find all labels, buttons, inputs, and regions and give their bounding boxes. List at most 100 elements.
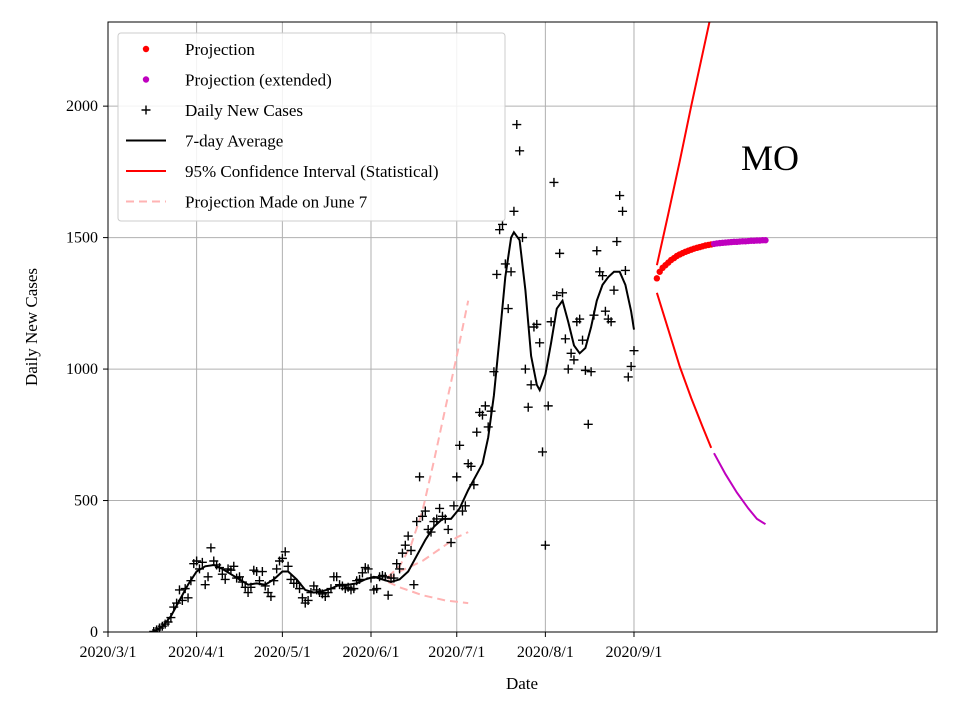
- daily-case-point: [403, 531, 413, 541]
- daily-case-point: [220, 574, 230, 584]
- daily-case-point: [303, 595, 313, 605]
- seven-day-average-line: [153, 230, 635, 632]
- daily-case-point: [395, 564, 405, 574]
- daily-case-point: [586, 367, 596, 377]
- daily-case-point: [503, 304, 513, 314]
- daily-case-point: [283, 561, 293, 571]
- daily-case-point: [477, 410, 487, 420]
- daily-case-point: [432, 514, 442, 524]
- daily-case-point: [237, 577, 247, 587]
- axis-ticks: 2020/3/1 2020/4/1 2020/5/1 2020/6/1 2020/7/1…: [66, 98, 662, 661]
- daily-case-point: [243, 588, 253, 598]
- daily-case-point: [435, 503, 445, 513]
- daily-case-point: [366, 573, 376, 583]
- y-tick-label: 0: [90, 624, 98, 641]
- june7-projection-line: [387, 300, 470, 578]
- daily-case-point: [509, 206, 519, 216]
- daily-case-point: [372, 584, 382, 594]
- daily-case-point: [489, 367, 499, 377]
- daily-case-point: [600, 306, 610, 316]
- y-tick-label: 1500: [66, 230, 98, 247]
- daily-case-point: [592, 246, 602, 256]
- daily-case-point: [606, 317, 616, 327]
- daily-case-point: [295, 584, 305, 594]
- daily-case-point: [575, 314, 585, 324]
- x-tick-label: 2020/7/1: [428, 644, 485, 661]
- plot-area: [149, 22, 769, 632]
- legend-label: Daily New Cases: [185, 101, 303, 120]
- legend-frame: [117, 32, 506, 222]
- daily-case-point: [446, 538, 456, 548]
- x-tick-label: 2020/5/1: [254, 644, 311, 661]
- legend-marker: [141, 105, 151, 115]
- daily-case-point: [194, 564, 204, 574]
- daily-case-point: [500, 259, 510, 269]
- daily-case-point: [234, 572, 244, 582]
- daily-case-point: [535, 338, 545, 348]
- daily-case-point: [269, 576, 279, 586]
- daily-case-point: [598, 271, 608, 281]
- projection-point: [653, 275, 661, 282]
- daily-case-point: [483, 422, 493, 432]
- daily-case-point: [495, 225, 505, 235]
- daily-case-point: [449, 501, 459, 511]
- daily-case-point: [623, 372, 633, 382]
- x-axis-label: Date: [506, 674, 538, 693]
- daily-case-point: [466, 461, 476, 471]
- daily-case-point: [392, 559, 402, 569]
- x-tick-label: 2020/9/1: [606, 644, 663, 661]
- daily-case-point: [532, 319, 542, 329]
- daily-case-point: [380, 572, 390, 582]
- y-axis-label: Daily New Cases: [22, 268, 41, 386]
- daily-case-point: [355, 574, 365, 584]
- x-tick-label: 2020/6/1: [343, 644, 400, 661]
- daily-case-point: [578, 335, 588, 345]
- daily-case-point: [409, 580, 419, 590]
- daily-case-point: [174, 585, 184, 595]
- daily-case-point: [612, 237, 622, 247]
- daily-case-point: [457, 506, 467, 516]
- daily-case-point: [492, 269, 502, 279]
- daily-case-point: [472, 427, 482, 437]
- daily-case-point: [552, 290, 562, 300]
- daily-case-point: [326, 584, 336, 594]
- daily-case-point: [229, 561, 239, 571]
- daily-case-point: [549, 177, 559, 187]
- daily-case-point: [266, 592, 276, 602]
- daily-case-point: [589, 310, 599, 320]
- daily-case-point: [203, 572, 213, 582]
- ci-upper-line: [655, 22, 711, 266]
- daily-case-point: [292, 578, 302, 588]
- daily-case-point: [272, 564, 282, 574]
- daily-case-point: [397, 548, 407, 558]
- daily-case-point: [615, 191, 625, 201]
- daily-case-point: [172, 598, 182, 608]
- daily-case-point: [558, 288, 568, 298]
- daily-case-point: [400, 540, 410, 550]
- daily-case-point: [486, 406, 496, 416]
- daily-case-point: [455, 440, 465, 450]
- daily-case-point: [412, 517, 422, 527]
- daily-case-point: [515, 146, 525, 156]
- daily-case-point: [389, 573, 399, 583]
- daily-case-point: [177, 595, 187, 605]
- daily-case-point: [420, 506, 430, 516]
- ci-lower-extended-line: [713, 452, 767, 526]
- daily-case-point: [260, 581, 270, 591]
- daily-case-point: [538, 447, 548, 457]
- x-tick-label: 2020/8/1: [517, 644, 574, 661]
- daily-case-point: [306, 588, 316, 598]
- daily-case-point: [583, 419, 593, 429]
- daily-case-point: [277, 553, 287, 563]
- daily-case-point: [546, 317, 556, 327]
- daily-case-point: [349, 584, 359, 594]
- daily-case-point: [383, 590, 393, 600]
- daily-case-point: [363, 564, 373, 574]
- daily-case-point: [506, 267, 516, 277]
- legend-label: Projection: [185, 40, 255, 59]
- daily-case-point: [406, 545, 416, 555]
- daily-case-point: [417, 511, 427, 521]
- daily-case-point: [626, 361, 636, 371]
- daily-case-point: [180, 584, 190, 594]
